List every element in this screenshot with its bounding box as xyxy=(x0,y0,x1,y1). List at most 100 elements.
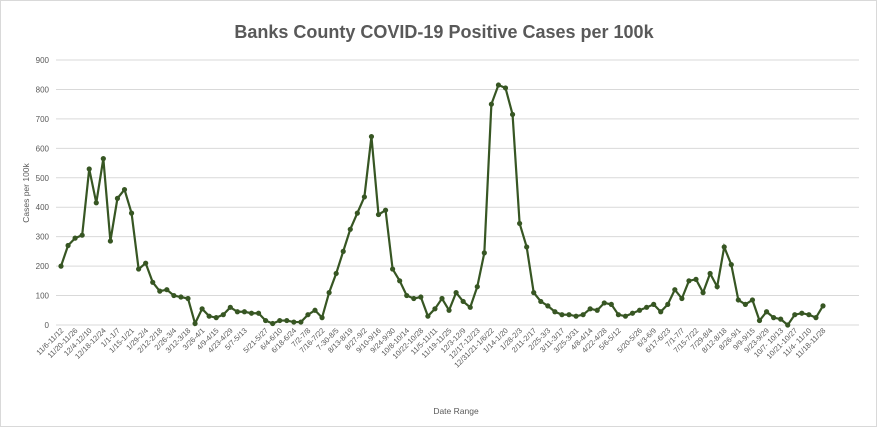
data-point xyxy=(234,309,240,315)
data-point xyxy=(227,304,233,310)
data-point xyxy=(319,315,325,321)
data-point xyxy=(79,232,85,238)
data-point xyxy=(735,297,741,303)
data-point xyxy=(629,310,636,316)
data-point xyxy=(686,278,692,284)
data-point xyxy=(263,317,269,324)
data-point xyxy=(340,248,346,254)
series-line xyxy=(59,83,824,327)
data-point xyxy=(538,298,544,305)
data-point xyxy=(721,244,727,250)
data-point xyxy=(270,320,276,327)
data-point xyxy=(425,313,431,319)
data-point xyxy=(672,287,678,293)
data-point xyxy=(742,301,748,307)
y-tick-label: 0 xyxy=(45,321,50,330)
data-point xyxy=(474,284,480,290)
data-point xyxy=(594,307,600,313)
data-point xyxy=(404,292,410,299)
data-point xyxy=(467,304,473,310)
data-point xyxy=(361,194,367,200)
data-point xyxy=(347,226,353,232)
data-point xyxy=(390,266,396,272)
data-point xyxy=(601,300,607,306)
data-point xyxy=(820,303,826,309)
data-point xyxy=(785,322,791,328)
x-tick-labels: 11/6-11/1211/20-11/2612/4-12/1012/18-12/… xyxy=(34,326,827,370)
data-point xyxy=(460,298,466,305)
data-point xyxy=(488,101,494,107)
data-point xyxy=(531,290,537,296)
data-point xyxy=(658,309,664,315)
data-point xyxy=(114,195,121,201)
data-point xyxy=(368,133,375,140)
y-tick-label: 300 xyxy=(36,233,50,242)
data-point xyxy=(157,288,163,294)
data-point xyxy=(220,312,226,318)
data-point xyxy=(86,166,92,172)
y-tick-label: 200 xyxy=(36,262,50,271)
data-point xyxy=(418,294,424,300)
series-points xyxy=(58,82,826,328)
data-point xyxy=(277,317,283,324)
data-point xyxy=(813,315,819,321)
data-point xyxy=(136,266,142,272)
data-point xyxy=(143,260,149,266)
data-point xyxy=(524,244,530,250)
data-point xyxy=(93,200,99,206)
data-point xyxy=(248,310,255,316)
data-point xyxy=(298,319,304,325)
data-point xyxy=(749,297,756,303)
data-point xyxy=(171,292,177,299)
chart-title: Banks County COVID-19 Positive Cases per… xyxy=(234,22,654,42)
data-point xyxy=(150,279,156,285)
data-point xyxy=(397,278,403,284)
data-point xyxy=(432,306,438,312)
data-point xyxy=(517,220,523,227)
data-point xyxy=(333,270,339,277)
gridlines xyxy=(56,59,859,326)
data-point xyxy=(453,290,459,296)
data-point xyxy=(121,186,128,193)
data-point xyxy=(545,303,551,309)
data-point xyxy=(665,301,671,307)
data-point xyxy=(100,156,106,162)
data-point xyxy=(559,312,565,318)
data-point xyxy=(552,309,558,315)
data-point xyxy=(495,82,502,88)
data-point xyxy=(566,312,572,318)
data-point xyxy=(185,295,191,302)
data-point xyxy=(502,85,509,91)
data-point xyxy=(128,210,135,216)
data-point xyxy=(326,290,332,296)
data-point xyxy=(312,307,318,313)
data-point xyxy=(792,312,798,318)
data-point xyxy=(192,320,198,327)
data-point xyxy=(72,235,78,241)
data-point xyxy=(255,310,262,316)
data-point xyxy=(213,315,219,321)
data-point xyxy=(799,310,805,316)
data-point xyxy=(199,306,205,312)
data-point xyxy=(636,307,643,313)
data-point xyxy=(693,276,699,282)
data-point xyxy=(806,312,812,318)
data-point xyxy=(382,207,389,213)
data-point xyxy=(707,270,713,277)
data-point xyxy=(446,307,452,313)
data-point xyxy=(206,313,212,319)
data-point xyxy=(65,242,71,249)
data-point xyxy=(284,317,290,324)
y-tick-label: 500 xyxy=(36,174,50,183)
y-tick-label: 800 xyxy=(36,85,50,94)
data-point xyxy=(728,262,734,268)
data-point xyxy=(58,263,64,269)
data-point xyxy=(164,287,170,293)
data-point xyxy=(178,294,184,300)
y-tick-label: 400 xyxy=(36,203,50,212)
data-point xyxy=(481,250,487,256)
data-point xyxy=(763,309,770,315)
data-point xyxy=(411,295,417,302)
